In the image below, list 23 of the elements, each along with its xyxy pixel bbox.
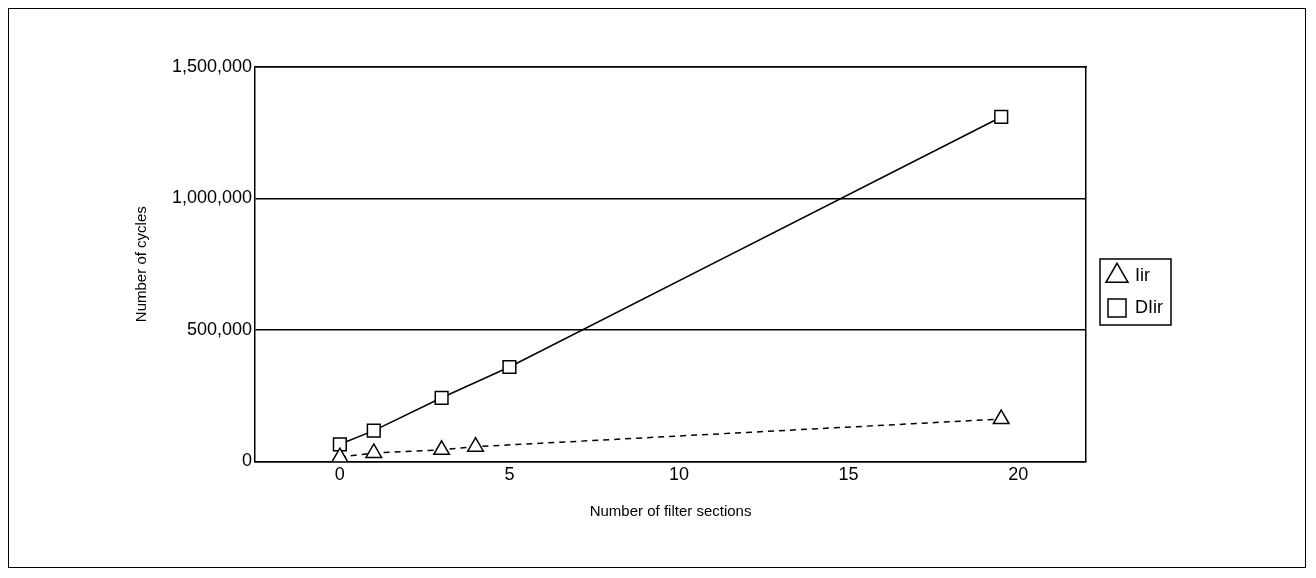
x-tick-label: 20 (1008, 464, 1029, 485)
x-tick-label: 5 (504, 464, 515, 485)
x-tick-label: 10 (669, 464, 690, 485)
point (434, 390, 449, 405)
y-tick-label: 500,000 (187, 318, 253, 339)
legend-label: DIir (1135, 296, 1164, 317)
point (365, 443, 383, 459)
x-tick-label: 15 (838, 464, 859, 485)
x-axis-title: Number of filter sections (589, 502, 752, 520)
y-tick-label: 0 (242, 450, 253, 471)
point (366, 423, 381, 438)
point (992, 409, 1010, 425)
y-tick-label: 1,500,000 (172, 55, 253, 76)
point (502, 359, 517, 375)
y-axis-title: Number of cycles (132, 206, 150, 323)
point (994, 109, 1009, 125)
point (332, 437, 347, 452)
point (433, 440, 451, 456)
point (466, 436, 485, 452)
x-tick-label: 0 (334, 464, 345, 485)
y-tick-label: 1,000,000 (172, 187, 253, 208)
point (331, 447, 349, 462)
legend-label: Iir (1135, 264, 1151, 285)
